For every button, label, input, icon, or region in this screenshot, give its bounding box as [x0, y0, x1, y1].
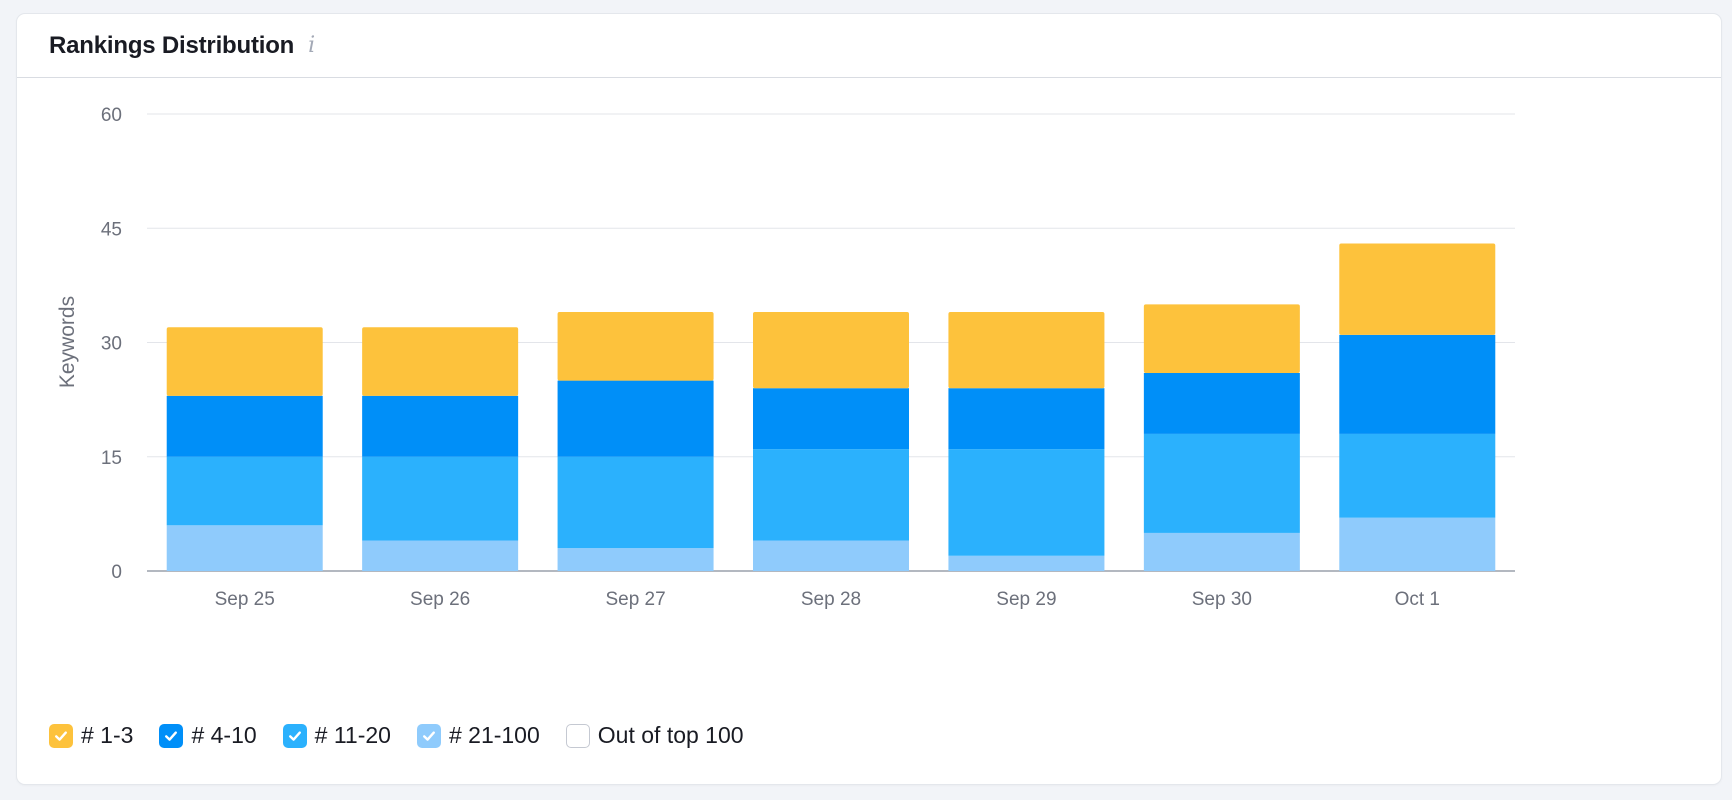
- legend-item[interactable]: # 4-10: [159, 722, 257, 749]
- legend-label: # 4-10: [191, 722, 257, 748]
- card-header: Rankings Distribution i: [17, 14, 1721, 78]
- y-tick-label: 0: [111, 562, 122, 583]
- bar-segment[interactable]: [1339, 243, 1496, 335]
- bar-segment[interactable]: [362, 540, 519, 571]
- y-tick-label: 30: [101, 334, 122, 355]
- bar-segment[interactable]: [362, 395, 519, 457]
- x-tick-label: Sep 30: [1192, 589, 1252, 610]
- bar-segment[interactable]: [1143, 532, 1300, 571]
- x-tick-label: Sep 28: [801, 589, 861, 610]
- bar-segment[interactable]: [753, 540, 909, 571]
- rankings-distribution-card: Rankings Distribution i 0 15 30 45 60 Sep 25 S…: [17, 14, 1721, 784]
- x-tick-label: Sep 27: [605, 589, 665, 610]
- info-icon[interactable]: i: [308, 33, 316, 58]
- bar-segment[interactable]: [557, 548, 714, 571]
- bar-segment[interactable]: [948, 312, 1105, 389]
- bar-segment[interactable]: [1339, 433, 1496, 518]
- bar-segment[interactable]: [1339, 517, 1496, 571]
- y-tick-label: 15: [101, 448, 122, 469]
- checkbox-checked-icon[interactable]: [416, 723, 441, 748]
- bar-segment[interactable]: [1143, 372, 1300, 434]
- y-axis-title: Keywords: [56, 296, 79, 388]
- bar-segment[interactable]: [1143, 304, 1300, 373]
- bar-segment[interactable]: [557, 456, 714, 549]
- card-title: Rankings Distribution: [49, 31, 295, 59]
- bar-segment[interactable]: [753, 312, 909, 389]
- bar-segment[interactable]: [1339, 334, 1496, 434]
- bar-segment[interactable]: [948, 449, 1105, 556]
- bar-segment[interactable]: [1143, 433, 1300, 533]
- y-tick-label: 60: [101, 105, 122, 126]
- bar-segment[interactable]: [948, 388, 1105, 450]
- bar-segment[interactable]: [753, 449, 909, 541]
- legend-item[interactable]: # 21-100: [416, 722, 540, 749]
- bar-segment[interactable]: [557, 380, 714, 457]
- chart-legend: # 1-3 # 4-10 # 11-20 # 21-100 Out of top 100: [49, 722, 744, 749]
- x-tick-label: Sep 25: [215, 589, 275, 610]
- bar-segment[interactable]: [166, 395, 323, 457]
- bars: [166, 243, 1496, 571]
- legend-label: Out of top 100: [597, 722, 744, 748]
- checkbox-checked-icon[interactable]: [159, 723, 184, 748]
- checkbox-checked-icon[interactable]: [49, 723, 73, 748]
- x-tick-label: Oct 1: [1395, 589, 1440, 610]
- bar-segment[interactable]: [362, 327, 519, 396]
- legend-item[interactable]: Out of top 100: [565, 722, 744, 749]
- checkbox-unchecked-icon[interactable]: [565, 723, 590, 748]
- checkbox-checked-icon[interactable]: [282, 723, 307, 748]
- rankings-bar-chart: 0 15 30 45 60 Sep 25 Sep 26 Sep 27 Sep 28 Sep 29 S…: [56, 105, 1515, 610]
- bar-segment[interactable]: [166, 525, 323, 571]
- legend-label: # 21-100: [448, 722, 540, 748]
- bar-segment[interactable]: [948, 555, 1105, 571]
- y-tick-label: 45: [101, 219, 122, 240]
- legend-item[interactable]: # 1-3: [49, 722, 133, 749]
- bar-segment[interactable]: [166, 456, 323, 526]
- bar-segment[interactable]: [166, 327, 323, 396]
- legend-label: # 1-3: [81, 722, 134, 748]
- x-tick-label: Sep 29: [996, 589, 1056, 610]
- axes: 0 15 30 45 60 Sep 25 Sep 26 Sep 27 Sep 28 Sep 29 S…: [101, 105, 1440, 610]
- bar-segment[interactable]: [362, 456, 519, 541]
- legend-item[interactable]: # 11-20: [282, 722, 391, 749]
- bar-segment[interactable]: [753, 388, 909, 450]
- x-tick-label: Sep 26: [410, 589, 470, 610]
- bar-segment[interactable]: [557, 312, 714, 381]
- legend-label: # 11-20: [314, 722, 391, 748]
